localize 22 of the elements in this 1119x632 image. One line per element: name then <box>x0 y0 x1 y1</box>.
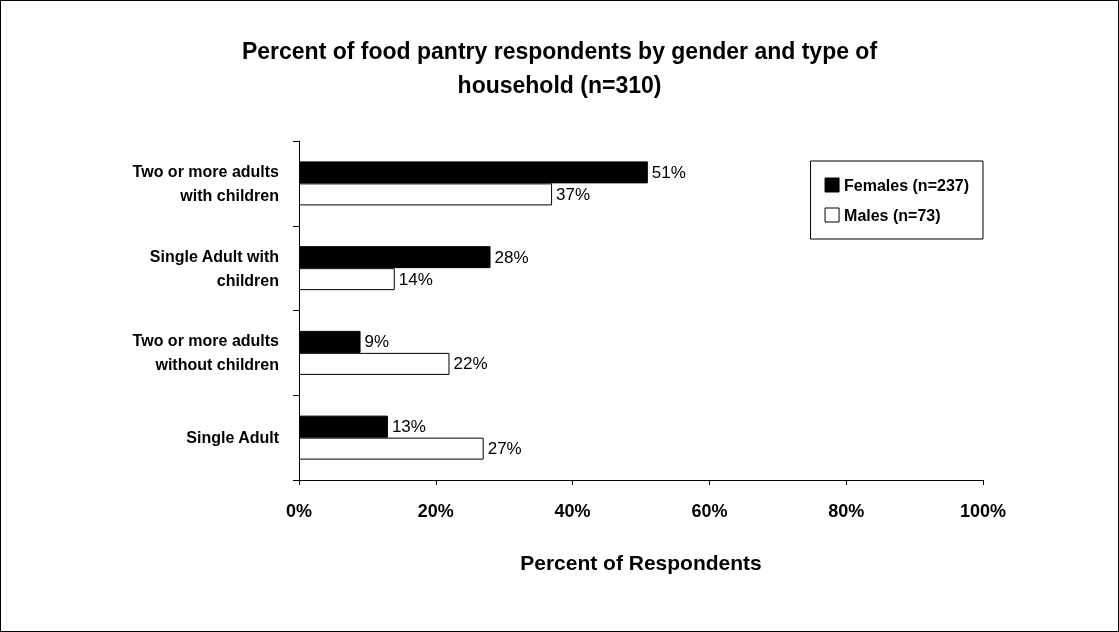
data-label: 22% <box>453 354 488 374</box>
data-label: 51% <box>651 162 686 182</box>
legend-label: Males (n=73) <box>844 206 941 224</box>
data-label: 13% <box>391 417 426 437</box>
x-tick-label: 0% <box>285 501 313 521</box>
x-tick-label: 60% <box>691 501 728 521</box>
y-tick-label: Two or more adults with children <box>132 162 280 204</box>
data-label: 28% <box>494 247 529 267</box>
x-tick-label: 20% <box>417 501 454 521</box>
x-tick-label: 40% <box>554 501 591 521</box>
x-axis-title: Percent of Respondents <box>520 551 762 574</box>
data-label: 37% <box>556 184 591 204</box>
y-tick-label: Single Adult with children <box>149 247 279 289</box>
y-tick-label: Single Adult <box>186 429 280 447</box>
data-label: 9% <box>364 332 390 352</box>
x-tick-label: 100% <box>959 501 1007 521</box>
data-label: 14% <box>398 269 433 289</box>
chart-title: Percent of food pantry respondents by gender and type of household (n=310) <box>241 38 878 98</box>
y-tick-label: Two or more adults without children <box>132 332 280 374</box>
data-label: 27% <box>487 439 522 459</box>
x-tick-label: 80% <box>828 501 865 521</box>
legend-label: Females (n=237) <box>844 176 969 194</box>
